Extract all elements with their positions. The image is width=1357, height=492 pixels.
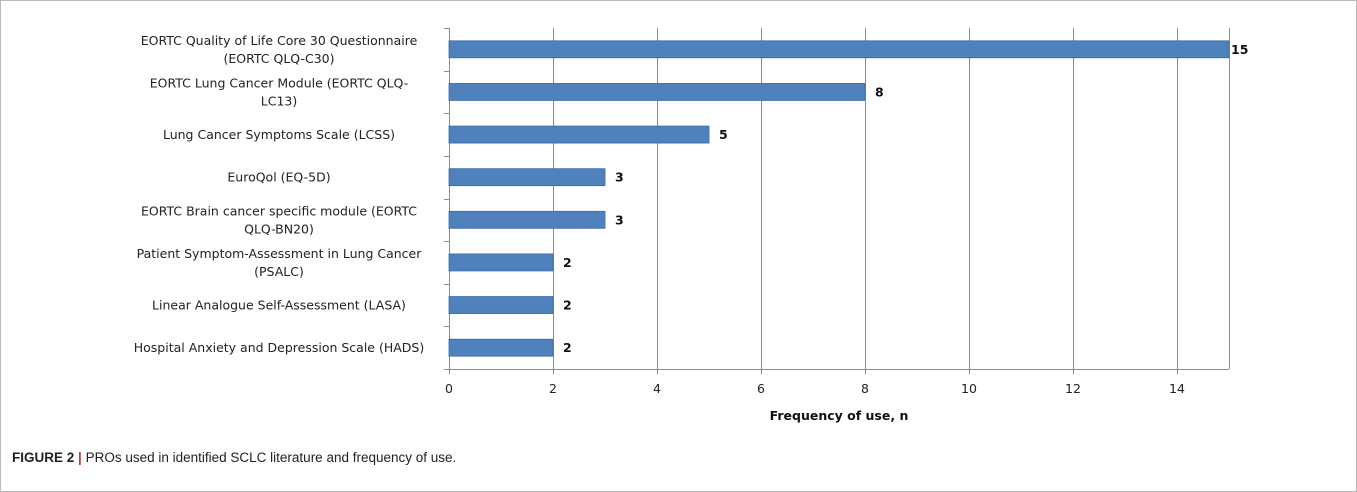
category-label: Patient Symptom-Assessment in Lung Cance… [137,246,423,261]
data-label: 5 [719,127,728,142]
data-labels: 15 8 5 3 3 2 2 2 [563,42,1248,355]
bar [448,296,554,314]
data-label: 3 [615,170,624,185]
x-tick-label: 12 [1065,381,1081,396]
category-label: EORTC Brain cancer specific module (EORT… [141,203,417,218]
bar-chart: EORTC Quality of Life Core 30 Questionna… [134,28,1248,423]
x-tick-label: 6 [757,381,765,396]
category-label: EORTC Lung Cancer Module (EORTC QLQ- [150,75,409,90]
category-labels: EORTC Quality of Life Core 30 Questionna… [134,33,425,355]
bar [448,168,606,187]
category-label: QLQ-BN20) [244,221,314,236]
data-label: 8 [875,84,884,99]
data-label: 15 [1231,42,1248,57]
bar [448,125,710,144]
category-label: LC13) [261,93,297,108]
bars [448,40,1230,357]
x-tick-label: 14 [1169,381,1185,396]
data-label: 3 [615,212,624,227]
category-label: EORTC Quality of Life Core 30 Questionna… [141,33,418,48]
x-tick-label: 2 [549,381,557,396]
data-label: 2 [563,298,572,313]
x-tick-label: 4 [653,381,661,396]
caption-label: FIGURE 2 [12,450,75,465]
bar [448,338,554,357]
x-tick-labels: 0 2 4 6 8 10 12 14 [445,381,1185,396]
grid-lines [444,28,1230,374]
category-label: (PSALC) [254,264,304,279]
bar [448,83,866,101]
x-tick-label: 10 [961,381,977,396]
caption-text: PROs used in identified SCLC literature … [85,450,457,465]
caption-separator: | [78,450,82,465]
bar [448,253,554,272]
x-tick-label: 8 [861,381,869,396]
category-label: EuroQol (EQ-5D) [227,170,330,185]
bar [448,210,606,229]
category-label: Hospital Anxiety and Depression Scale (H… [134,340,425,355]
category-label: Linear Analogue Self-Assessment (LASA) [152,298,406,313]
category-label: Lung Cancer Symptoms Scale (LCSS) [163,127,395,142]
category-label: (EORTC QLQ-C30) [223,51,334,66]
bar [448,40,1230,59]
figure-caption: FIGURE 2 | PROs used in identified SCLC … [12,450,456,465]
x-tick-label: 0 [445,381,453,396]
x-axis-title: Frequency of use, n [770,408,909,423]
data-label: 2 [563,340,572,355]
data-label: 2 [563,255,572,270]
